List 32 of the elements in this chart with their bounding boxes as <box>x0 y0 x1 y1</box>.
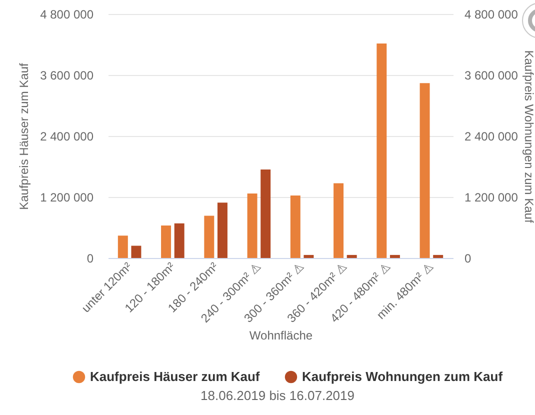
bar <box>420 83 430 258</box>
y-tick-label: 1 200 000 <box>40 190 94 204</box>
bar <box>217 202 228 258</box>
bar <box>174 223 184 258</box>
text: 18.06.2019 bis 16.07.2019 <box>200 388 356 403</box>
y2-tick-label: 3 600 000 <box>464 68 518 82</box>
bar <box>260 170 271 258</box>
bar <box>334 183 344 258</box>
y2-tick-label: 2 400 000 <box>464 130 518 144</box>
bar <box>290 195 300 258</box>
bar <box>204 216 214 258</box>
bar <box>390 254 400 258</box>
y-tick-label: 3 600 000 <box>40 68 94 82</box>
y-tick-label: 2 400 000 <box>40 130 94 144</box>
bar <box>131 246 142 258</box>
y2-tick-label: 0 <box>464 252 472 266</box>
bar <box>161 225 172 258</box>
y2-axis-title: Kaufpreis Wohnungen zum Kauf <box>522 50 535 224</box>
bar <box>304 254 314 258</box>
y2-tick-label: 4 800 000 <box>464 8 518 22</box>
y2-tick-label: 1 200 000 <box>464 190 518 204</box>
bar <box>376 43 387 258</box>
bar <box>433 254 444 258</box>
y-tick-label: 0 <box>86 252 94 266</box>
bar <box>247 193 258 258</box>
bar <box>118 236 128 258</box>
x-axis-title: Wohnfläche <box>249 328 313 343</box>
legend-label: Kaufpreis Wohnungen zum Kauf <box>302 369 504 384</box>
legend-label: Kaufpreis Häuser zum Kauf <box>90 369 260 384</box>
y-tick-label: 4 800 000 <box>40 8 94 22</box>
y-axis-title: Kaufpreis Häuser zum Kauf <box>17 62 32 210</box>
bar <box>346 254 357 258</box>
